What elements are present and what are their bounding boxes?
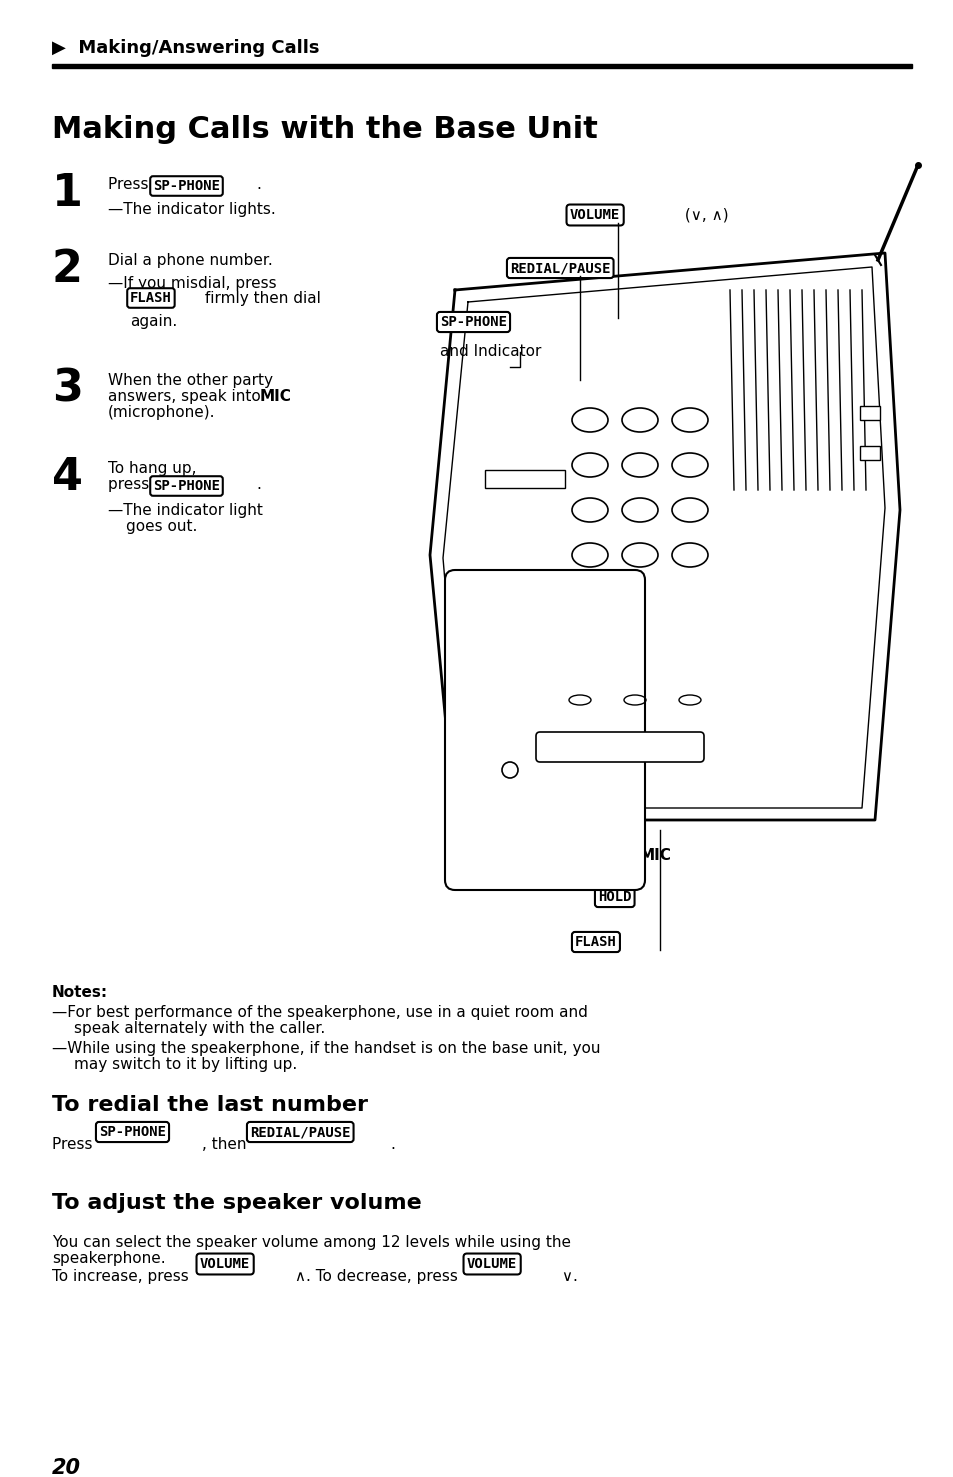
Text: REDIAL/PAUSE: REDIAL/PAUSE [510,261,610,275]
Text: speak alternately with the caller.: speak alternately with the caller. [74,1021,325,1035]
Text: SP-PHONE: SP-PHONE [99,1125,166,1139]
Text: may switch to it by lifting up.: may switch to it by lifting up. [74,1058,297,1072]
Text: VOLUME: VOLUME [467,1257,517,1272]
Text: Dial a phone number.: Dial a phone number. [108,253,273,267]
Text: .: . [255,177,260,192]
Bar [859,406,879,419]
Text: press: press [108,477,154,492]
Text: .: . [255,477,260,492]
Text: —The indicator light: —The indicator light [108,504,263,518]
Bar [859,446,879,459]
Bar [484,470,564,487]
Text: answers, speak into: answers, speak into [108,388,265,405]
Text: ∨.: ∨. [557,1269,578,1284]
Text: When the other party: When the other party [108,374,273,388]
Text: (microphone).: (microphone). [108,405,215,419]
Text: and Indicator: and Indicator [439,344,540,359]
Text: ∧. To decrease, press: ∧. To decrease, press [290,1269,462,1284]
Text: speakerphone.: speakerphone. [52,1251,166,1266]
Text: MIC: MIC [260,388,292,405]
Text: 4: 4 [52,456,83,499]
Text: firmly then dial: firmly then dial [200,291,320,306]
Text: Notes:: Notes: [52,985,108,1000]
Text: goes out.: goes out. [126,518,197,535]
Text: (∨, ∧): (∨, ∧) [679,207,728,223]
Text: To adjust the speaker volume: To adjust the speaker volume [52,1193,421,1213]
Text: Press: Press [108,177,153,192]
Text: FLASH: FLASH [575,935,617,950]
Text: —If you misdial, press: —If you misdial, press [108,276,276,291]
Text: —The indicator lights.: —The indicator lights. [108,202,275,217]
Text: 20: 20 [52,1458,81,1477]
Text: again.: again. [130,315,177,329]
Text: 2: 2 [52,248,83,291]
Text: VOLUME: VOLUME [569,208,619,222]
Text: Press: Press [52,1137,97,1152]
Text: 1: 1 [52,171,83,216]
Text: 3: 3 [52,368,83,411]
Polygon shape [430,253,899,820]
Text: To redial the last number: To redial the last number [52,1094,368,1115]
Text: ▶  Making/Answering Calls: ▶ Making/Answering Calls [52,38,319,58]
Text: To hang up,: To hang up, [108,461,196,476]
Bar [52,64,911,68]
Text: SP-PHONE: SP-PHONE [152,479,220,493]
Text: To increase, press: To increase, press [52,1269,193,1284]
Text: —While using the speakerphone, if the handset is on the base unit, you: —While using the speakerphone, if the ha… [52,1041,599,1056]
Text: , then: , then [202,1137,251,1152]
Text: FLASH: FLASH [130,291,172,304]
FancyBboxPatch shape [444,570,644,891]
Text: Making Calls with the Base Unit: Making Calls with the Base Unit [52,115,598,143]
Text: SP-PHONE: SP-PHONE [152,179,220,193]
Text: VOLUME: VOLUME [200,1257,250,1272]
FancyBboxPatch shape [536,733,703,762]
Text: HOLD: HOLD [598,891,631,904]
Text: —For best performance of the speakerphone, use in a quiet room and: —For best performance of the speakerphon… [52,1004,587,1021]
Text: You can select the speaker volume among 12 levels while using the: You can select the speaker volume among … [52,1235,571,1250]
Text: SP-PHONE: SP-PHONE [439,315,506,329]
Text: .: . [390,1137,395,1152]
Text: MIC: MIC [639,848,671,863]
Text: REDIAL/PAUSE: REDIAL/PAUSE [250,1125,350,1139]
